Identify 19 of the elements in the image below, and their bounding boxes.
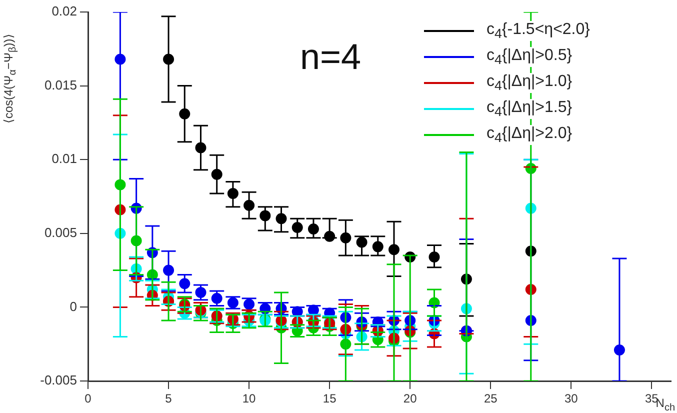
- y-tick-label: 0.005: [44, 224, 77, 240]
- x-tick-label: 30: [564, 392, 578, 406]
- y-tick-label: 0.015: [44, 77, 77, 92]
- legend-label: c$_{4}${-1.5<η<2.0}: [484, 20, 592, 42]
- y-tick-label: -0.005: [40, 372, 77, 388]
- x-tick-label: 15: [322, 392, 337, 406]
- x-tick-label: 25: [484, 392, 498, 406]
- y-tick-label: 0.01: [52, 151, 77, 166]
- annotation: n=4: [300, 36, 362, 78]
- legend-label: c$_{4}${|Δη|>1.0}: [484, 72, 574, 94]
- x-tick-label: 10: [242, 392, 256, 406]
- x-tick-label: 20: [403, 392, 418, 406]
- legend-label: c$_{4}${|Δη|>0.5}: [484, 46, 574, 68]
- x-tick-label: 5: [165, 392, 172, 406]
- legend-label: c$_{4}${|Δη|>1.5}: [484, 98, 574, 120]
- legend-label: c$_{4}${|Δη|>2.0}: [484, 124, 574, 146]
- y-tick-label: 0: [70, 298, 77, 314]
- y-tick-label: 0.02: [52, 4, 77, 19]
- x-tick-label: 0: [84, 392, 92, 406]
